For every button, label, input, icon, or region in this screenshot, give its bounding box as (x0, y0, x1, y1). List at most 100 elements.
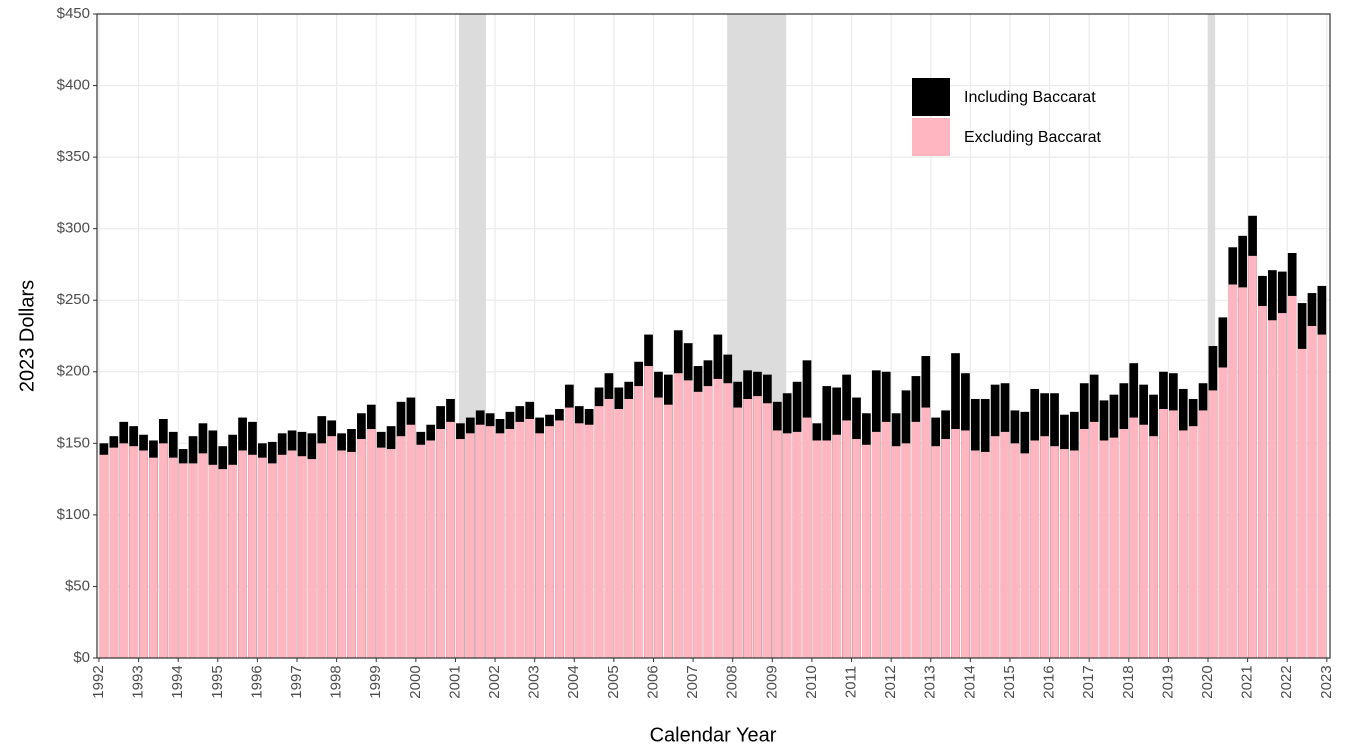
y-tick-label: $450 (57, 5, 90, 22)
bar (733, 407, 743, 658)
bar (208, 464, 218, 658)
bar (852, 439, 861, 658)
bar (1307, 325, 1317, 658)
bar (1198, 410, 1208, 658)
bar (812, 440, 822, 658)
bar (545, 426, 554, 658)
x-axis-title: Calendar Year (650, 724, 777, 746)
bar (178, 463, 188, 658)
bar (1069, 450, 1079, 658)
x-tick-label: 1995 (209, 665, 226, 698)
bar (406, 424, 416, 658)
bar (1109, 437, 1119, 658)
x-tick-label: 2018 (1120, 665, 1137, 698)
bar (881, 421, 891, 658)
bar (416, 444, 426, 658)
y-axis-title: 2023 Dollars (16, 280, 38, 392)
bar (1139, 424, 1149, 658)
bar (1020, 453, 1030, 658)
bar (277, 454, 287, 658)
bar (772, 430, 782, 658)
bar (366, 429, 376, 658)
panel-border (96, 13, 1331, 659)
bar (446, 421, 455, 658)
bar (267, 463, 277, 658)
bar (228, 464, 238, 658)
x-tick-label: 2003 (526, 665, 543, 698)
bar (1178, 430, 1188, 658)
bar (1050, 446, 1059, 658)
bar (911, 421, 921, 658)
bar (1060, 449, 1069, 658)
x-tick-label: 2006 (644, 665, 661, 698)
bar (1218, 367, 1228, 658)
bar (287, 450, 297, 658)
bar (1168, 410, 1178, 658)
bar (594, 406, 604, 658)
bar (1040, 436, 1049, 658)
bar (1010, 443, 1020, 658)
x-tick-label: 1996 (248, 665, 265, 698)
bar (1287, 295, 1297, 658)
bar (673, 373, 683, 658)
x-tick-label: 2020 (1199, 665, 1216, 698)
bar (862, 444, 871, 658)
bar (1149, 436, 1158, 658)
bar (525, 419, 535, 658)
bar (396, 436, 406, 658)
bar (317, 443, 327, 658)
bar (782, 433, 792, 658)
bar (1030, 440, 1040, 658)
bar (1268, 320, 1277, 658)
bar (168, 457, 178, 658)
bar (505, 429, 515, 658)
legend-label: Excluding Baccarat (964, 129, 1102, 146)
bar (218, 469, 228, 658)
x-tick-label: 2007 (684, 665, 701, 698)
bar (1228, 284, 1238, 658)
x-tick-label: 2021 (1239, 665, 1256, 698)
y-tick-label: $350 (57, 148, 90, 165)
bar (1089, 421, 1099, 658)
bar (663, 404, 673, 658)
bar (357, 439, 366, 658)
bar (832, 434, 842, 658)
bar (436, 429, 445, 658)
x-tick-label: 2013 (922, 665, 939, 698)
bar (763, 403, 772, 658)
y-tick-label: $50 (65, 577, 90, 594)
bar (1277, 313, 1287, 658)
bar (1079, 429, 1089, 658)
bar (891, 446, 901, 658)
bar (198, 453, 208, 658)
bar (713, 378, 723, 658)
bar (753, 396, 762, 658)
bar (1238, 287, 1248, 658)
bar (703, 386, 713, 658)
x-tick-label: 1994 (169, 665, 186, 698)
bar (1099, 440, 1109, 658)
bar (535, 433, 544, 658)
x-tick-label: 2000 (407, 665, 424, 698)
bar (376, 447, 386, 658)
x-tick-label: 2005 (605, 665, 622, 698)
bar (1208, 390, 1218, 658)
bar (386, 449, 396, 658)
bar (842, 420, 851, 658)
bar (307, 459, 317, 658)
x-tick-label: 2023 (1318, 665, 1335, 698)
bar (1119, 429, 1129, 658)
bar (683, 380, 693, 658)
bar (1297, 348, 1307, 658)
y-tick-label: $100 (57, 506, 90, 523)
x-tick-label: 2009 (763, 665, 780, 698)
bar (584, 424, 594, 658)
x-tick-label: 1998 (328, 665, 345, 698)
bar (792, 431, 802, 658)
bar (743, 398, 752, 658)
bar (1188, 426, 1198, 658)
bar (258, 457, 267, 658)
bar (158, 443, 168, 658)
